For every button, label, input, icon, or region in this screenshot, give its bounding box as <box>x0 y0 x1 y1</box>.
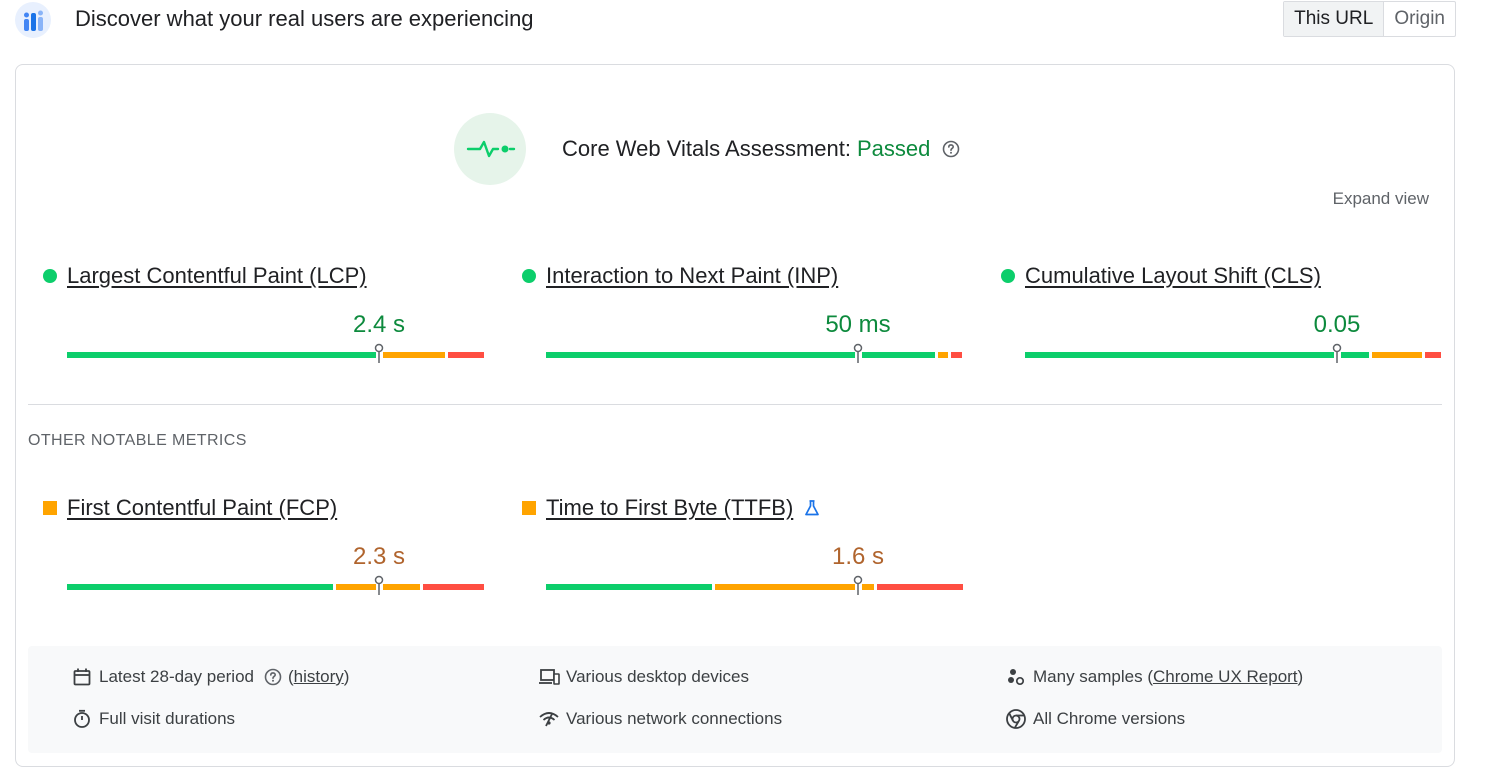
good-segment <box>546 584 712 590</box>
metric-lcp-link[interactable]: Largest Contentful Paint (LCP) <box>67 263 367 288</box>
page-header: Discover what your real users are experi… <box>14 0 1456 40</box>
cwv-assessment: Core Web Vitals Assessment: Passed <box>454 113 960 185</box>
this-url-button[interactable]: This URL <box>1284 2 1385 36</box>
assessment-status: Passed <box>856 136 931 161</box>
metric-ttfb-distribution-bar <box>546 584 963 590</box>
metric-fcp-value: 2.3 s <box>352 543 406 570</box>
poor-segment <box>448 352 484 358</box>
good-segment <box>67 352 376 358</box>
section-divider <box>28 404 1442 405</box>
data-source-footer: Latest 28-day period (history) Full visi… <box>28 646 1442 753</box>
chrome-icon <box>1005 708 1027 730</box>
crux-logo-icon <box>14 1 52 39</box>
metric-inp: Interaction to Next Paint (INP) 50 ms <box>522 263 962 373</box>
visit-durations: Full visit durations <box>71 708 235 730</box>
history-link[interactable]: history <box>293 667 344 686</box>
calendar-icon <box>71 666 93 688</box>
good-segment <box>862 352 935 358</box>
samples-prefix: Many samples ( <box>1033 667 1153 686</box>
metric-cls: Cumulative Layout Shift (CLS) 0.05 <box>1001 263 1441 373</box>
metric-cls-link[interactable]: Cumulative Layout Shift (CLS) <box>1025 263 1321 288</box>
needs-improvement-segment <box>336 584 376 590</box>
metric-ttfb-link[interactable]: Time to First Byte (TTFB) <box>546 495 794 520</box>
devices-icon <box>538 666 560 688</box>
metric-lcp: Largest Contentful Paint (LCP) 2.4 s <box>43 263 484 373</box>
samples-suffix: ) <box>1297 667 1304 686</box>
experimental-flask-icon <box>803 499 821 517</box>
vitals-pulse-icon <box>454 113 526 185</box>
good-segment <box>1341 352 1369 358</box>
stopwatch-icon <box>71 708 93 730</box>
good-status-icon <box>43 269 57 283</box>
good-status-icon <box>1001 269 1015 283</box>
history-close-paren: ) <box>343 667 350 686</box>
device-types: Various desktop devices <box>538 666 749 688</box>
metric-lcp-value: 2.4 s <box>352 311 406 338</box>
needs-improvement-segment <box>383 352 445 358</box>
scope-toggle: This URL Origin <box>1283 1 1456 37</box>
page-title: Discover what your real users are experi… <box>75 6 534 31</box>
metric-inp-distribution-bar <box>546 352 963 358</box>
poor-segment <box>951 352 962 358</box>
period-label: Latest 28-day period <box>99 667 254 686</box>
expand-view-button[interactable]: Expand view <box>1332 189 1429 208</box>
metric-cls-distribution-bar <box>1025 352 1441 358</box>
network-types: Various network connections <box>538 708 782 730</box>
metric-inp-value: 50 ms <box>825 311 891 338</box>
good-segment <box>67 584 333 590</box>
needs-improvement-segment <box>1372 352 1422 358</box>
devices-label: Various desktop devices <box>566 667 750 686</box>
metric-ttfb: Time to First Byte (TTFB) 1.6 s <box>522 495 963 605</box>
needs-improvement-segment <box>715 584 855 590</box>
metric-fcp: First Contentful Paint (FCP) 2.3 s <box>43 495 484 605</box>
metric-fcp-link[interactable]: First Contentful Paint (FCP) <box>67 495 338 520</box>
collection-period: Latest 28-day period (history) <box>71 666 349 688</box>
origin-button[interactable]: Origin <box>1394 8 1445 29</box>
assessment-label: Core Web Vitals Assessment: Passed <box>562 136 930 162</box>
network-label: Various network connections <box>566 709 783 728</box>
help-icon[interactable] <box>264 668 282 686</box>
good-segment <box>546 352 855 358</box>
average-status-icon <box>522 501 536 515</box>
sample-source: Many samples (Chrome UX Report) <box>1005 666 1303 688</box>
metric-lcp-distribution-bar <box>67 352 484 358</box>
p75-marker-icon <box>853 343 863 363</box>
good-segment <box>1025 352 1334 358</box>
p75-marker-icon <box>374 575 384 595</box>
needs-improvement-segment <box>938 352 948 358</box>
chrome-ux-report-link[interactable]: Chrome UX Report <box>1152 667 1298 686</box>
needs-improvement-segment <box>862 584 874 590</box>
p75-marker-icon <box>1332 343 1342 363</box>
versions-label: All Chrome versions <box>1033 709 1186 728</box>
history-open-paren: ( <box>288 667 294 686</box>
samples-dots-icon <box>1005 666 1027 688</box>
metric-ttfb-value: 1.6 s <box>831 543 885 570</box>
chrome-versions: All Chrome versions <box>1005 708 1185 730</box>
good-status-icon <box>522 269 536 283</box>
p75-marker-icon <box>853 575 863 595</box>
metric-inp-link[interactable]: Interaction to Next Paint (INP) <box>546 263 839 288</box>
p75-marker-icon <box>374 343 384 363</box>
poor-segment <box>423 584 484 590</box>
metric-cls-value: 0.05 <box>1313 311 1361 338</box>
average-status-icon <box>43 501 57 515</box>
needs-improvement-segment <box>383 584 420 590</box>
assessment-title: Core Web Vitals Assessment: <box>562 136 851 161</box>
metric-fcp-distribution-bar <box>67 584 484 590</box>
poor-segment <box>1425 352 1441 358</box>
durations-label: Full visit durations <box>99 709 236 728</box>
other-metrics-heading: OTHER NOTABLE METRICS <box>28 432 247 449</box>
field-data-card <box>15 64 1455 767</box>
network-signal-icon <box>538 708 560 730</box>
help-icon[interactable] <box>942 140 960 158</box>
poor-segment <box>877 584 963 590</box>
